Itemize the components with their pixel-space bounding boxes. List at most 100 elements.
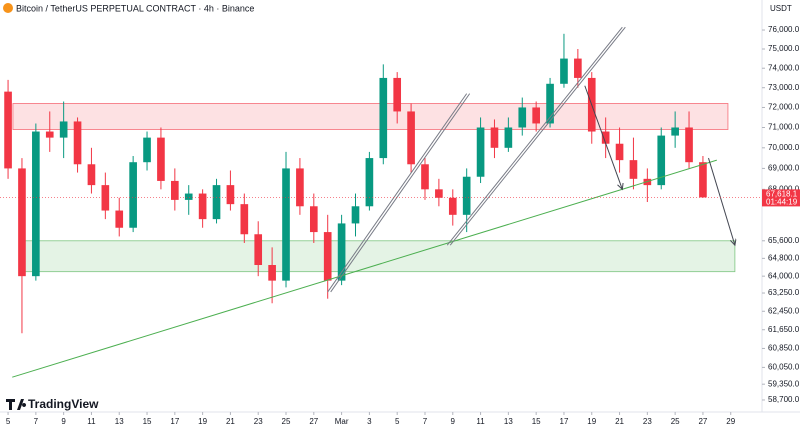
y-tick-label: 64,000.0: [768, 271, 800, 280]
coin-icon: [3, 3, 13, 13]
candle-body: [518, 107, 527, 128]
x-tick-label: 17: [170, 417, 179, 426]
last-price-label: 67,618.1: [766, 190, 798, 199]
y-tick-label: 74,000.0: [768, 63, 800, 72]
candle-body: [546, 83, 554, 124]
x-tick-label: 13: [504, 417, 513, 426]
y-tick-label: 71,000.0: [768, 123, 800, 132]
y-tick-label: 61,650.0: [768, 325, 800, 334]
candle-body: [309, 206, 318, 233]
candle-body: [407, 111, 415, 165]
candle-body: [240, 204, 249, 235]
chart-title: Bitcoin / TetherUS PERPETUAL CONTRACT · …: [16, 3, 254, 13]
currency: USDT: [770, 4, 792, 13]
x-tick-label: 21: [226, 417, 235, 426]
x-tick-label: 11: [476, 417, 485, 426]
candle-body: [87, 164, 96, 186]
brand-name: TradingView: [28, 397, 99, 411]
candle-body: [32, 131, 40, 277]
candle-body: [601, 131, 610, 144]
x-tick-label: 13: [115, 417, 124, 426]
candle-body: [615, 143, 624, 161]
channel-line: [446, 26, 626, 246]
y-tick-label: 68,000.0: [768, 184, 800, 193]
candle-body: [379, 77, 388, 159]
x-tick-label: 7: [34, 417, 39, 426]
x-tick-label: 7: [423, 417, 428, 426]
x-tick-label: 19: [198, 417, 207, 426]
y-tick-label: 76,000.0: [768, 25, 800, 34]
y-tick-label: 72,000.0: [768, 103, 800, 112]
y-tick-label: 64,800.0: [768, 253, 800, 262]
y-tick-label: 75,000.0: [768, 44, 800, 53]
channel-line: [327, 93, 471, 293]
candle-body: [184, 193, 193, 200]
x-tick-label: 25: [282, 417, 291, 426]
candle-body: [282, 168, 290, 281]
candle-body: [296, 168, 304, 207]
x-tick-label: Mar: [335, 417, 349, 426]
x-tick-label: 5: [6, 417, 11, 426]
candle-body: [45, 131, 54, 138]
candle-body: [323, 232, 332, 281]
arrow-line: [708, 157, 734, 245]
y-tick-label: 60,850.0: [768, 344, 800, 353]
y-tick-label: 58,700.0: [768, 395, 800, 404]
x-tick-label: 23: [643, 417, 652, 426]
candle-body: [560, 58, 568, 84]
candle-body: [18, 168, 26, 277]
candle-body: [629, 160, 638, 179]
candle-body: [212, 185, 221, 220]
x-tick-label: 9: [61, 417, 66, 426]
candle-body: [59, 121, 68, 138]
candle-body: [685, 127, 693, 163]
candle-body: [226, 185, 235, 205]
x-tick-label: 3: [367, 417, 372, 426]
candle-body: [115, 210, 124, 228]
y-tick-label: 60,050.0: [768, 363, 800, 372]
x-tick-label: 19: [587, 417, 596, 426]
candle-body: [254, 234, 263, 266]
candle-body: [574, 58, 582, 78]
candle-body: [435, 189, 443, 198]
candle-body: [532, 107, 540, 124]
y-tick-label: 70,000.0: [768, 143, 800, 152]
candle-body: [171, 180, 179, 200]
candle-body: [699, 162, 707, 198]
candle-body: [73, 121, 82, 165]
countdown: 01:44:19: [766, 198, 798, 207]
x-tick-label: 27: [698, 417, 707, 426]
y-tick-label: 69,000.0: [768, 164, 800, 173]
candle-body: [351, 206, 360, 224]
candle-body: [337, 223, 346, 281]
candle-body: [198, 193, 207, 220]
y-tick-label: 59,350.0: [768, 379, 800, 388]
y-tick-label: 63,250.0: [768, 288, 800, 297]
trend-line: [12, 159, 717, 378]
candle-body: [4, 91, 12, 169]
x-tick-label: 15: [143, 417, 152, 426]
candle-body: [143, 137, 151, 163]
candle-body: [101, 185, 110, 211]
x-tick-label: 23: [254, 417, 263, 426]
candle-body: [448, 197, 457, 215]
x-tick-label: 5: [395, 417, 400, 426]
x-tick-label: 9: [451, 417, 456, 426]
y-tick-label: 65,600.0: [768, 236, 800, 245]
zone: [12, 103, 729, 130]
candle-body: [490, 127, 499, 148]
brand-logo: TradingView: [6, 397, 99, 411]
y-tick-label: 62,450.0: [768, 306, 800, 315]
x-tick-label: 25: [671, 417, 680, 426]
x-tick-label: 27: [309, 417, 318, 426]
y-tick-label: 73,000.0: [768, 83, 800, 92]
x-tick-label: 15: [532, 417, 541, 426]
x-tick-label: 21: [615, 417, 624, 426]
x-tick-label: 11: [87, 417, 96, 426]
x-tick-label: 29: [726, 417, 735, 426]
candle-body: [393, 77, 402, 112]
candle-body: [268, 265, 276, 281]
candle-body: [462, 176, 471, 215]
